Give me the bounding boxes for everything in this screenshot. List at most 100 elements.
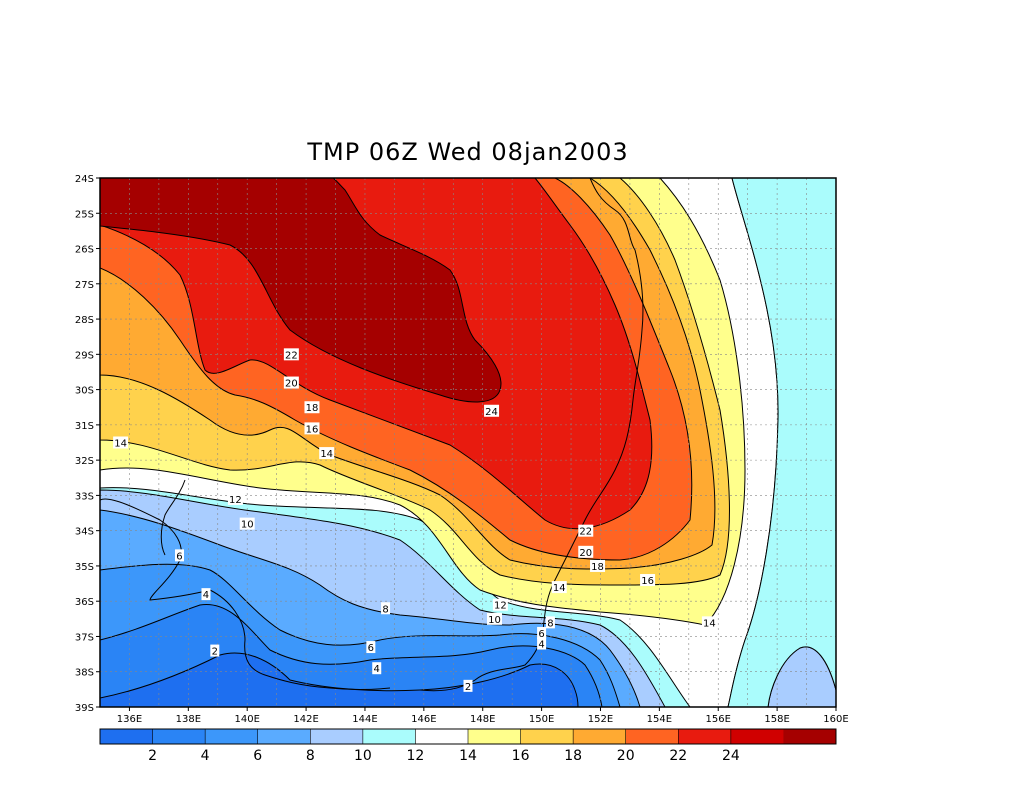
- colorbar-label: 16: [512, 748, 530, 764]
- contour-label-bg: [283, 376, 299, 389]
- colorbar-swatch: [573, 729, 627, 744]
- contour-label-bg: [372, 662, 382, 675]
- lon-tick-label: 156E: [706, 714, 731, 725]
- band-below-2: [100, 652, 579, 707]
- filled-contours: [100, 178, 836, 707]
- lat-tick-label: 29S: [75, 350, 94, 361]
- map-frame: [99, 177, 837, 708]
- lon-tick-label: 150E: [529, 714, 554, 725]
- lat-tick-label: 32S: [75, 456, 94, 467]
- contour-label-bg: [239, 517, 255, 530]
- colorbar-label: 8: [306, 748, 315, 764]
- contour-label-bg: [578, 524, 594, 537]
- lat-tick-label: 33S: [75, 491, 94, 502]
- colorbar-swatch: [362, 729, 416, 744]
- contour-label: 20: [285, 379, 298, 390]
- lat-tick-label: 37S: [75, 632, 94, 643]
- lat-tick-label: 35S: [75, 562, 94, 573]
- colorbar-swatch: [625, 729, 679, 744]
- lat-tick-label: 26S: [75, 245, 94, 256]
- contour-label-bg: [537, 626, 547, 639]
- colorbar-label: 24: [722, 748, 740, 764]
- lat-tick-label: 31S: [75, 421, 94, 432]
- contour-label-bg: [319, 447, 335, 460]
- lat-tick-label: 34S: [75, 527, 94, 538]
- contour-label-bg: [210, 644, 220, 657]
- contour-label: 6: [176, 551, 182, 562]
- contour-label: 16: [641, 576, 654, 587]
- contour-label-bg: [381, 602, 391, 615]
- colorbar-label: 6: [253, 748, 262, 764]
- colorbar-swatch: [415, 729, 469, 744]
- contour-label: 18: [306, 403, 319, 414]
- contour-label: 20: [579, 548, 592, 559]
- contour-label-bg: [283, 348, 299, 361]
- contour-label: 18: [591, 562, 604, 573]
- contour-label: 6: [538, 629, 544, 640]
- colorbar-label: 14: [459, 748, 477, 764]
- lat-tick-label: 30S: [75, 386, 94, 397]
- lon-tick-label: 136E: [117, 714, 142, 725]
- lon-tick-label: 154E: [647, 714, 672, 725]
- lon-tick-label: 152E: [588, 714, 613, 725]
- lon-tick-label: 160E: [823, 714, 848, 725]
- contour-label-bg: [463, 679, 473, 692]
- contour-label-bg: [578, 545, 594, 558]
- contour-label: 12: [229, 495, 242, 506]
- colorbar-label: 22: [669, 748, 687, 764]
- contour-label-bg: [537, 637, 547, 650]
- contour-label: 8: [382, 604, 388, 615]
- contour-label: 16: [306, 424, 319, 435]
- colorbar-swatch: [730, 729, 784, 744]
- band-24-plus: [100, 178, 502, 403]
- contour-label: 14: [703, 618, 716, 629]
- lon-tick-label: 144E: [352, 714, 377, 725]
- contour-label: 6: [368, 643, 374, 654]
- contour-label-bg: [551, 581, 567, 594]
- contour-label: 14: [114, 439, 127, 450]
- contour-label-bg: [304, 401, 320, 414]
- contour-label-bg: [227, 492, 243, 505]
- contour-label-bg: [640, 574, 656, 587]
- contour-label: 22: [579, 527, 592, 538]
- contour-label-bg: [492, 598, 508, 611]
- lon-tick-label: 158E: [764, 714, 789, 725]
- colorbar-swatch: [468, 729, 522, 744]
- colorbar-label: 20: [617, 748, 635, 764]
- contour-label: 14: [553, 583, 566, 594]
- east-coastline: [419, 178, 644, 692]
- colorbar-label: 10: [354, 748, 372, 764]
- lat-tick-label: 24S: [75, 174, 94, 185]
- contour-label: 12: [494, 601, 507, 612]
- lat-tick-label: 27S: [75, 280, 94, 291]
- contour-label: 4: [203, 590, 209, 601]
- contour-label: 8: [547, 618, 553, 629]
- contour-label: 24: [485, 407, 498, 418]
- band-10-12-east: [727, 178, 836, 707]
- lat-tick-label: 28S: [75, 315, 94, 326]
- contour-label: 4: [374, 664, 380, 675]
- longitude-axis: 136E 138E 140E 142E 144E 146E 148E 150E 152E 154E…: [117, 707, 849, 725]
- colorbar-swatch: [100, 729, 154, 744]
- contour-label-bg: [304, 422, 320, 435]
- contour-label-bg: [484, 404, 500, 417]
- colorbar-swatch: [310, 729, 364, 744]
- colorbar-swatch: [678, 729, 732, 744]
- lon-tick-label: 146E: [411, 714, 436, 725]
- lon-tick-label: 140E: [234, 714, 259, 725]
- contour-label-bg: [701, 616, 717, 629]
- contour-label: 22: [285, 350, 298, 361]
- colorbar-swatch: [783, 729, 837, 744]
- contour-label: 2: [465, 682, 471, 693]
- colorbar-swatch: [152, 729, 206, 744]
- contour-label-bg: [113, 436, 129, 449]
- latitude-axis: 24S 25S 26S 27S 28S 29S 30S 31S 32S 33S 34S 35S 36S 3…: [75, 174, 100, 714]
- lat-tick-label: 25S: [75, 209, 94, 220]
- colorbar-swatch: [205, 729, 259, 744]
- colorbar: 2 4 6 8 10 12 14 16 18 20 22 24: [99, 728, 837, 764]
- lon-tick-label: 142E: [293, 714, 318, 725]
- contour-label-bg: [174, 549, 184, 562]
- colorbar-swatch: [257, 729, 311, 744]
